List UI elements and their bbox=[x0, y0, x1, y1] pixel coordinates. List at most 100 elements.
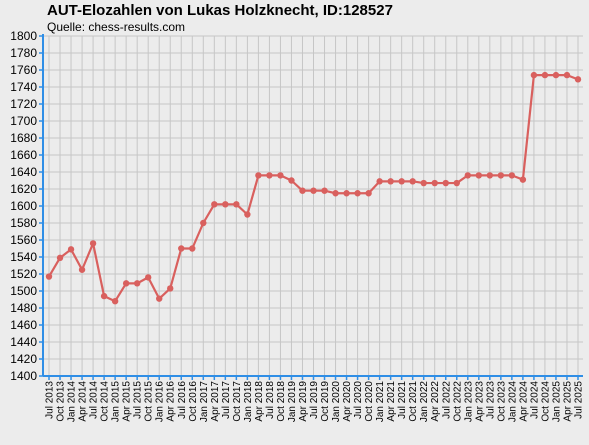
x-tick-label: Apr 2021 bbox=[386, 381, 397, 422]
data-point bbox=[111, 298, 119, 305]
x-tick-label: Oct 2020 bbox=[364, 381, 375, 422]
data-point bbox=[343, 190, 350, 197]
y-tick-label: 1400 bbox=[10, 369, 37, 383]
x-tick-label: Oct 2013 bbox=[56, 381, 67, 422]
y-tick-label: 1800 bbox=[10, 29, 37, 43]
data-point bbox=[376, 178, 383, 185]
x-tick-label: Jul 2021 bbox=[397, 381, 408, 419]
x-tick-label: Apr 2023 bbox=[474, 381, 485, 422]
data-point bbox=[475, 172, 483, 179]
y-tick-label: 1700 bbox=[10, 114, 37, 128]
y-tick-label: 1620 bbox=[10, 182, 37, 196]
x-tick-label: Apr 2020 bbox=[342, 381, 353, 422]
x-tick-label: Jul 2019 bbox=[309, 381, 320, 419]
data-point bbox=[122, 280, 130, 287]
y-tick-label: 1660 bbox=[10, 148, 37, 162]
x-tick-label: Oct 2016 bbox=[188, 381, 199, 422]
data-point bbox=[409, 178, 416, 185]
data-point bbox=[156, 295, 163, 302]
data-point bbox=[144, 274, 152, 281]
y-tick-label: 1760 bbox=[10, 63, 37, 77]
y-tick-label: 1440 bbox=[10, 335, 37, 349]
data-point bbox=[222, 201, 229, 208]
x-tick-label: Jul 2018 bbox=[265, 381, 276, 419]
data-point bbox=[431, 179, 438, 187]
data-point bbox=[288, 177, 295, 184]
data-point bbox=[189, 245, 196, 252]
data-point bbox=[508, 172, 516, 179]
x-tick-label: Apr 2014 bbox=[78, 381, 89, 422]
x-tick-label: Oct 2024 bbox=[540, 381, 551, 422]
data-point bbox=[519, 176, 527, 183]
x-tick-label: Jul 2013 bbox=[45, 381, 56, 419]
y-tick-label: 1420 bbox=[10, 352, 37, 366]
x-tick-label: Jul 2024 bbox=[529, 381, 540, 419]
y-tick-label: 1720 bbox=[10, 97, 37, 111]
x-tick-label: Oct 2017 bbox=[232, 381, 243, 422]
x-tick-label: Jul 2016 bbox=[177, 381, 188, 419]
y-tick-label: 1500 bbox=[10, 284, 37, 298]
data-point bbox=[497, 172, 505, 179]
data-point bbox=[486, 172, 494, 179]
x-tick-label: Apr 2024 bbox=[518, 381, 529, 422]
data-point bbox=[233, 201, 240, 208]
data-point bbox=[321, 187, 328, 194]
data-point bbox=[89, 240, 97, 247]
x-tick-label: Oct 2019 bbox=[320, 381, 331, 422]
data-point bbox=[211, 201, 218, 208]
data-point bbox=[178, 245, 185, 252]
x-tick-label: Jul 2014 bbox=[89, 381, 100, 419]
data-point bbox=[200, 219, 207, 227]
x-tick-label: Oct 2015 bbox=[144, 381, 155, 422]
y-tick-label: 1540 bbox=[10, 250, 37, 264]
data-point bbox=[530, 71, 538, 79]
data-point bbox=[574, 76, 582, 83]
x-tick-label: Jan 2025 bbox=[551, 381, 562, 423]
data-point bbox=[354, 190, 361, 197]
x-tick-label: Apr 2017 bbox=[210, 381, 221, 422]
x-tick-label: Jan 2019 bbox=[287, 381, 298, 423]
data-point bbox=[167, 285, 174, 292]
x-tick-label: Oct 2022 bbox=[452, 381, 463, 422]
y-tick-label: 1600 bbox=[10, 199, 37, 213]
x-tick-label: Jan 2020 bbox=[331, 381, 342, 423]
data-point bbox=[453, 179, 460, 187]
x-tick-label: Jan 2023 bbox=[463, 381, 474, 423]
chart-subtitle: Quelle: chess-results.com bbox=[47, 20, 186, 34]
data-point bbox=[67, 246, 75, 253]
x-tick-label: Jul 2015 bbox=[133, 381, 144, 419]
x-tick-label: Apr 2016 bbox=[166, 381, 177, 422]
data-point bbox=[45, 273, 53, 280]
x-tick-label: Jul 2020 bbox=[353, 381, 364, 419]
data-point bbox=[133, 280, 141, 287]
x-tick-label: Apr 2019 bbox=[298, 381, 309, 422]
data-point bbox=[420, 179, 427, 187]
x-tick-label: Oct 2018 bbox=[276, 381, 287, 422]
x-tick-label: Jul 2022 bbox=[441, 381, 452, 419]
y-tick-label: 1480 bbox=[10, 301, 37, 315]
x-tick-label: Jan 2016 bbox=[155, 381, 166, 423]
y-tick-label: 1560 bbox=[10, 233, 37, 247]
x-tick-label: Jul 2025 bbox=[574, 381, 585, 419]
data-point bbox=[398, 178, 405, 185]
x-tick-label: Jul 2023 bbox=[485, 381, 496, 419]
data-point bbox=[100, 292, 108, 300]
data-point bbox=[266, 172, 273, 179]
y-tick-label: 1460 bbox=[10, 318, 37, 332]
y-tick-label: 1780 bbox=[10, 46, 37, 60]
data-point bbox=[332, 190, 339, 197]
data-point bbox=[277, 172, 284, 179]
x-tick-label: Jan 2015 bbox=[111, 381, 122, 423]
x-tick-label: Apr 2025 bbox=[562, 381, 573, 422]
x-tick-label: Jan 2022 bbox=[419, 381, 430, 423]
data-point bbox=[299, 187, 306, 194]
x-tick-label: Apr 2022 bbox=[430, 381, 441, 422]
data-point bbox=[56, 254, 64, 262]
y-tick-label: 1680 bbox=[10, 131, 37, 145]
x-tick-label: Apr 2018 bbox=[254, 381, 265, 422]
y-tick-label: 1580 bbox=[10, 216, 37, 230]
x-tick-label: Jan 2024 bbox=[507, 381, 518, 423]
data-point bbox=[387, 178, 394, 185]
